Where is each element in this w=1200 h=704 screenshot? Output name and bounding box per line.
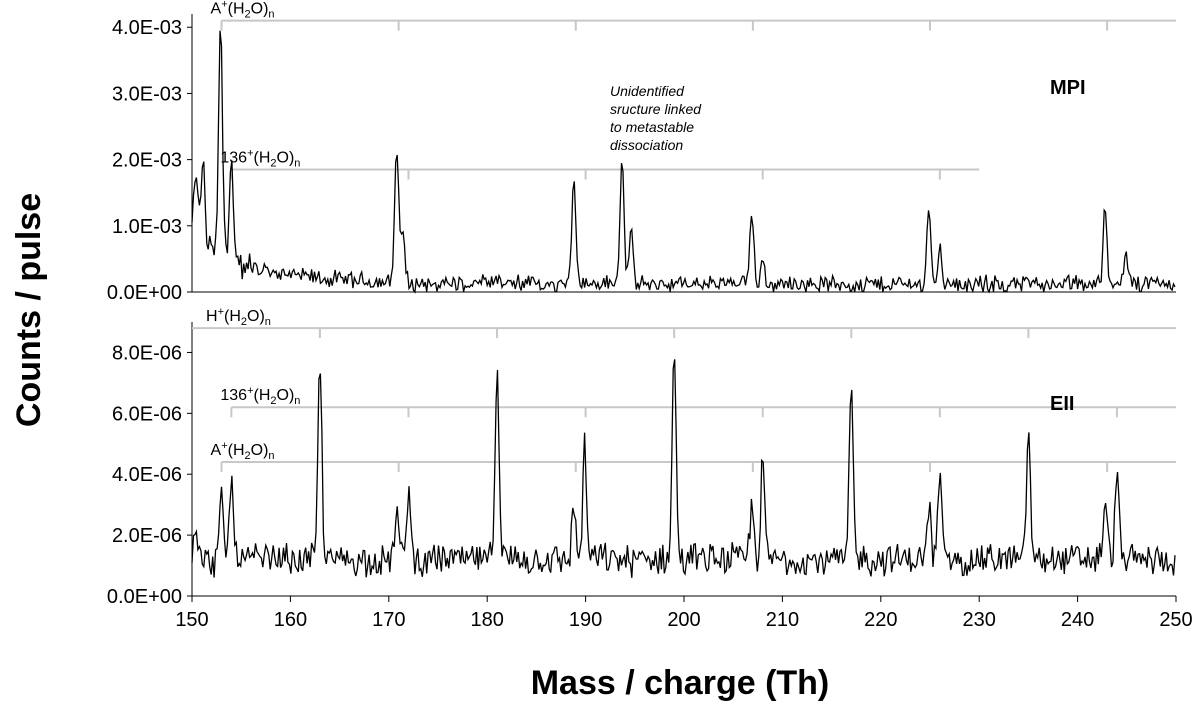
annotation-line: sructure linked	[610, 101, 702, 117]
panel-label-mpi: MPI	[1050, 77, 1086, 99]
series-label: H+(H2O)n	[206, 306, 271, 328]
x-axis-title: Mass / charge (Th)	[531, 664, 830, 702]
y-tick-label: 0.0E+00	[107, 586, 182, 608]
y-tick-label: 0.0E+00	[107, 282, 182, 304]
y-tick-label: 1.0E-03	[112, 216, 182, 238]
annotation-line: Unidentified	[610, 83, 685, 99]
y-tick-label: 2.0E-03	[112, 150, 182, 172]
x-tick-label: 230	[963, 609, 996, 631]
y-tick-label: 2.0E-06	[112, 525, 182, 547]
series-label: A+(H2O)n	[211, 0, 275, 21]
y-tick-label: 3.0E-03	[112, 83, 182, 105]
spectrum-trace-eii	[191, 359, 1176, 578]
series-label: 136+(H2O)n	[220, 148, 300, 170]
y-tick-label: 6.0E-06	[112, 403, 182, 425]
y-tick-label: 4.0E-06	[112, 464, 182, 486]
x-tick-label: 190	[569, 609, 602, 631]
y-tick-label: 4.0E-03	[112, 17, 182, 39]
annotation-line: to metastable	[610, 119, 694, 135]
x-tick-label: 220	[864, 609, 897, 631]
x-tick-label: 180	[471, 609, 504, 631]
x-tick-label: 200	[667, 609, 700, 631]
series-label: A+(H2O)n	[211, 440, 275, 462]
x-tick-label: 210	[766, 609, 799, 631]
plot-area: 0.0E+00 1.0E-03 2.0E-03 3.0E-03 4.0E-03 A+(H2…	[107, 0, 1193, 631]
x-tick-label: 240	[1061, 609, 1094, 631]
x-tick-label: 250	[1159, 609, 1192, 631]
series-label: 136+(H2O)n	[220, 385, 300, 407]
x-tick-label: 170	[372, 609, 405, 631]
annotation-line: dissociation	[610, 137, 683, 153]
panel-label-eii: EII	[1050, 393, 1074, 415]
y-tick-label: 8.0E-06	[112, 342, 182, 364]
x-tick-label: 160	[274, 609, 307, 631]
y-axis-title: Counts / pulse	[10, 193, 48, 427]
spectrum-trace-mpi	[191, 30, 1176, 294]
x-tick-label: 150	[175, 609, 208, 631]
